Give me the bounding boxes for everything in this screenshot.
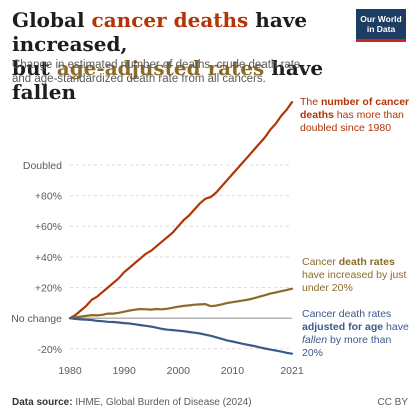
license-label[interactable]: CC BY	[377, 397, 408, 408]
x-tick-label: 2000	[167, 365, 191, 377]
y-tick-label: -20%	[37, 344, 62, 356]
rates-annotation: Cancer death rates have increased by jus…	[302, 256, 410, 295]
chart-footer: Data source: IHME, Global Burden of Dise…	[12, 397, 408, 408]
title-text: have fallen	[12, 56, 324, 104]
annotation-bold: adjusted for age	[302, 321, 384, 333]
annotation-text: Cancer	[302, 256, 339, 268]
chart-subtitle: Change in estimated number of deaths, cr…	[12, 59, 304, 85]
annotation-bold: number of cancer deaths	[300, 96, 410, 121]
x-tick-label: 2021	[280, 365, 304, 377]
source-text[interactable]: IHME, Global Burden of Disease (2024)	[72, 397, 252, 408]
y-tick-label: +40%	[35, 252, 62, 264]
x-tick-label: 1980	[58, 365, 82, 377]
x-tick-label: 1990	[112, 365, 136, 377]
annotation-text: has more than doubled since 1980	[300, 109, 404, 134]
annotation-text: Cancer death rates	[302, 308, 392, 320]
y-tick-label: +20%	[35, 283, 62, 295]
annotation-text: have increased by just under 20%	[302, 269, 407, 294]
x-tick-label: 2010	[221, 365, 245, 377]
series-line-rates	[68, 287, 294, 320]
annotation-text: have	[383, 321, 409, 333]
logo-text: Our World in Data	[360, 14, 402, 34]
annotation-text: The	[300, 96, 322, 108]
y-tick-label: +60%	[35, 221, 62, 233]
series-line-deaths	[68, 101, 294, 320]
source-label: Data source:	[12, 397, 73, 408]
title-highlight-deaths: cancer deaths	[91, 8, 249, 32]
owid-logo[interactable]: Our World in Data	[356, 9, 406, 42]
title-text: Global	[12, 8, 92, 32]
annotation-bold: death rates	[338, 256, 395, 268]
y-tick-label: Doubled	[23, 160, 62, 172]
annotation-italic: fallen	[302, 334, 328, 346]
title-text: but	[12, 56, 57, 80]
series-line-adjusted	[68, 317, 294, 355]
title-text: have increased,	[12, 8, 308, 56]
y-tick-label: No change	[11, 313, 62, 325]
deaths-annotation: The number of cancer deaths has more tha…	[300, 96, 412, 135]
annotation-text: by more than 20%	[302, 334, 392, 359]
adjusted-annotation: Cancer death rates adjusted for age have…	[302, 308, 410, 360]
chart-title: Global cancer deaths have increased, but …	[12, 8, 342, 104]
y-tick-label: +80%	[35, 191, 62, 203]
title-highlight-rates: age-adjusted rates	[56, 56, 265, 80]
